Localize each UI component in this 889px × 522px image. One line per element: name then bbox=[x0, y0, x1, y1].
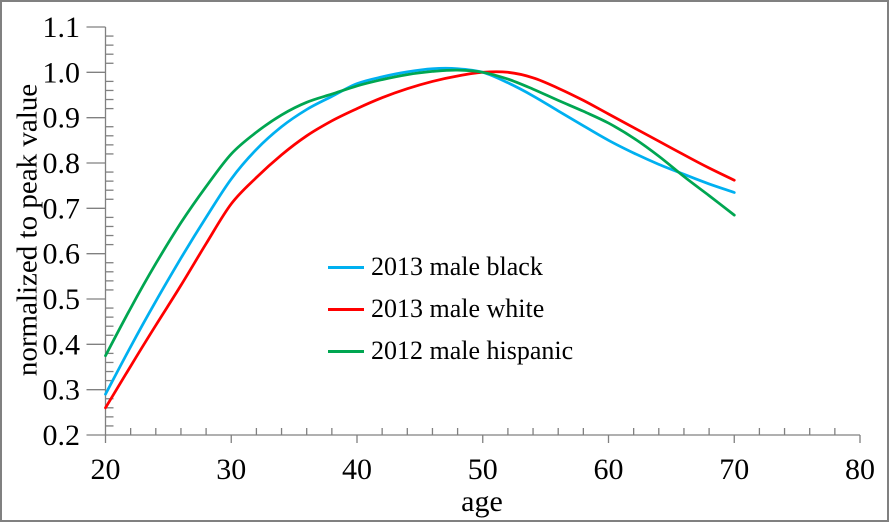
y-tick-label: 1.1 bbox=[43, 11, 81, 44]
y-tick-label: 0.3 bbox=[43, 374, 81, 407]
legend-label: 2013 male white bbox=[371, 294, 545, 323]
y-axis-title: normalized to peak value bbox=[11, 83, 44, 377]
x-tick-label: 30 bbox=[216, 453, 246, 486]
series-curve-1 bbox=[104, 70, 736, 410]
legend-item: 2013 male black bbox=[328, 252, 573, 282]
legend-swatch-series-0 bbox=[328, 265, 364, 269]
x-tick-label: 70 bbox=[719, 453, 749, 486]
x-tick-label: 40 bbox=[342, 453, 372, 486]
y-tick-label: 0.7 bbox=[43, 192, 81, 225]
x-axis-title: age bbox=[461, 485, 503, 518]
x-tick-label: 20 bbox=[91, 453, 121, 486]
legend-item: 2013 male white bbox=[328, 294, 573, 324]
series-curve-2 bbox=[104, 68, 736, 358]
x-tick-label: 50 bbox=[468, 453, 498, 486]
x-tick-label: 80 bbox=[845, 453, 875, 486]
legend: 2013 male black 2013 male white 2012 mal… bbox=[328, 252, 573, 378]
y-tick-label: 0.6 bbox=[43, 238, 81, 271]
y-tick-label: 0.9 bbox=[43, 102, 81, 135]
legend-swatch-series-1 bbox=[328, 307, 364, 311]
legend-item: 2012 male hispanic bbox=[328, 336, 573, 366]
legend-swatch-series-2 bbox=[328, 349, 364, 353]
y-tick-label: 0.4 bbox=[43, 328, 81, 361]
series-curve-0 bbox=[104, 66, 736, 396]
y-tick-label: 0.8 bbox=[43, 147, 81, 180]
y-tick-label: 0.5 bbox=[43, 283, 81, 316]
y-tick-label: 0.2 bbox=[43, 419, 81, 452]
x-tick-label: 60 bbox=[594, 453, 624, 486]
legend-label: 2012 male hispanic bbox=[371, 336, 574, 365]
y-tick-label: 1.0 bbox=[43, 56, 81, 89]
legend-label: 2013 male black bbox=[371, 252, 543, 281]
